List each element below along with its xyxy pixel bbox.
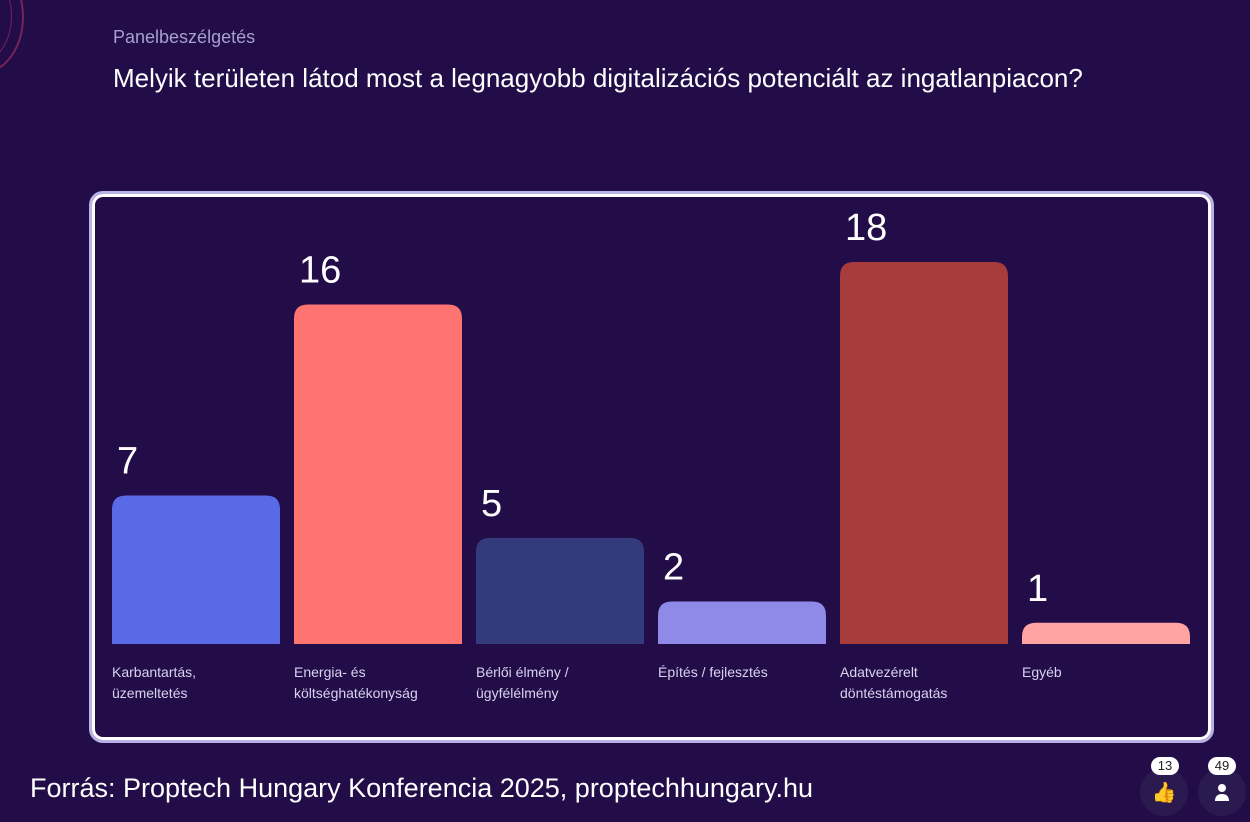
category-label: Adatvezérelt xyxy=(840,664,918,680)
question-title: Melyik területen látod most a legnagyobb… xyxy=(113,63,1083,93)
bar xyxy=(658,601,826,644)
like-button[interactable]: 👍 xyxy=(1140,768,1188,816)
bar xyxy=(840,262,1008,644)
category-label: Energia- és xyxy=(294,664,366,680)
bar xyxy=(1022,622,1190,644)
category-label: döntéstámogatás xyxy=(840,685,947,701)
bar-value-label: 5 xyxy=(481,483,502,525)
category-label: Építés / fejlesztés xyxy=(658,664,768,680)
bar-value-label: 7 xyxy=(117,440,138,482)
participants-button[interactable] xyxy=(1198,768,1246,816)
category-label: Egyéb xyxy=(1022,664,1062,680)
category-label: ügyfélélmény xyxy=(476,685,559,701)
category-label: Karbantartás, xyxy=(112,664,196,680)
participant-count: 49 xyxy=(1208,757,1236,775)
bar-value-label: 16 xyxy=(299,249,341,291)
like-count: 13 xyxy=(1151,757,1179,775)
bar-value-label: 18 xyxy=(845,207,887,249)
bar xyxy=(112,495,280,644)
session-subtitle: Panelbeszélgetés xyxy=(113,27,256,47)
bar xyxy=(294,304,462,644)
bar xyxy=(476,537,644,644)
bar-value-label: 2 xyxy=(663,547,684,589)
thumbs-up-icon: 👍 xyxy=(1151,781,1177,804)
source-text: Forrás: Proptech Hungary Konferencia 202… xyxy=(30,773,813,803)
category-label: üzemeltetés xyxy=(112,685,187,701)
category-label: Bérlői élmény / xyxy=(476,664,569,680)
category-label: költséghatékonyság xyxy=(294,685,418,701)
person-icon xyxy=(1215,784,1229,801)
bar-value-label: 1 xyxy=(1027,568,1048,610)
chart-panel xyxy=(89,191,1214,743)
